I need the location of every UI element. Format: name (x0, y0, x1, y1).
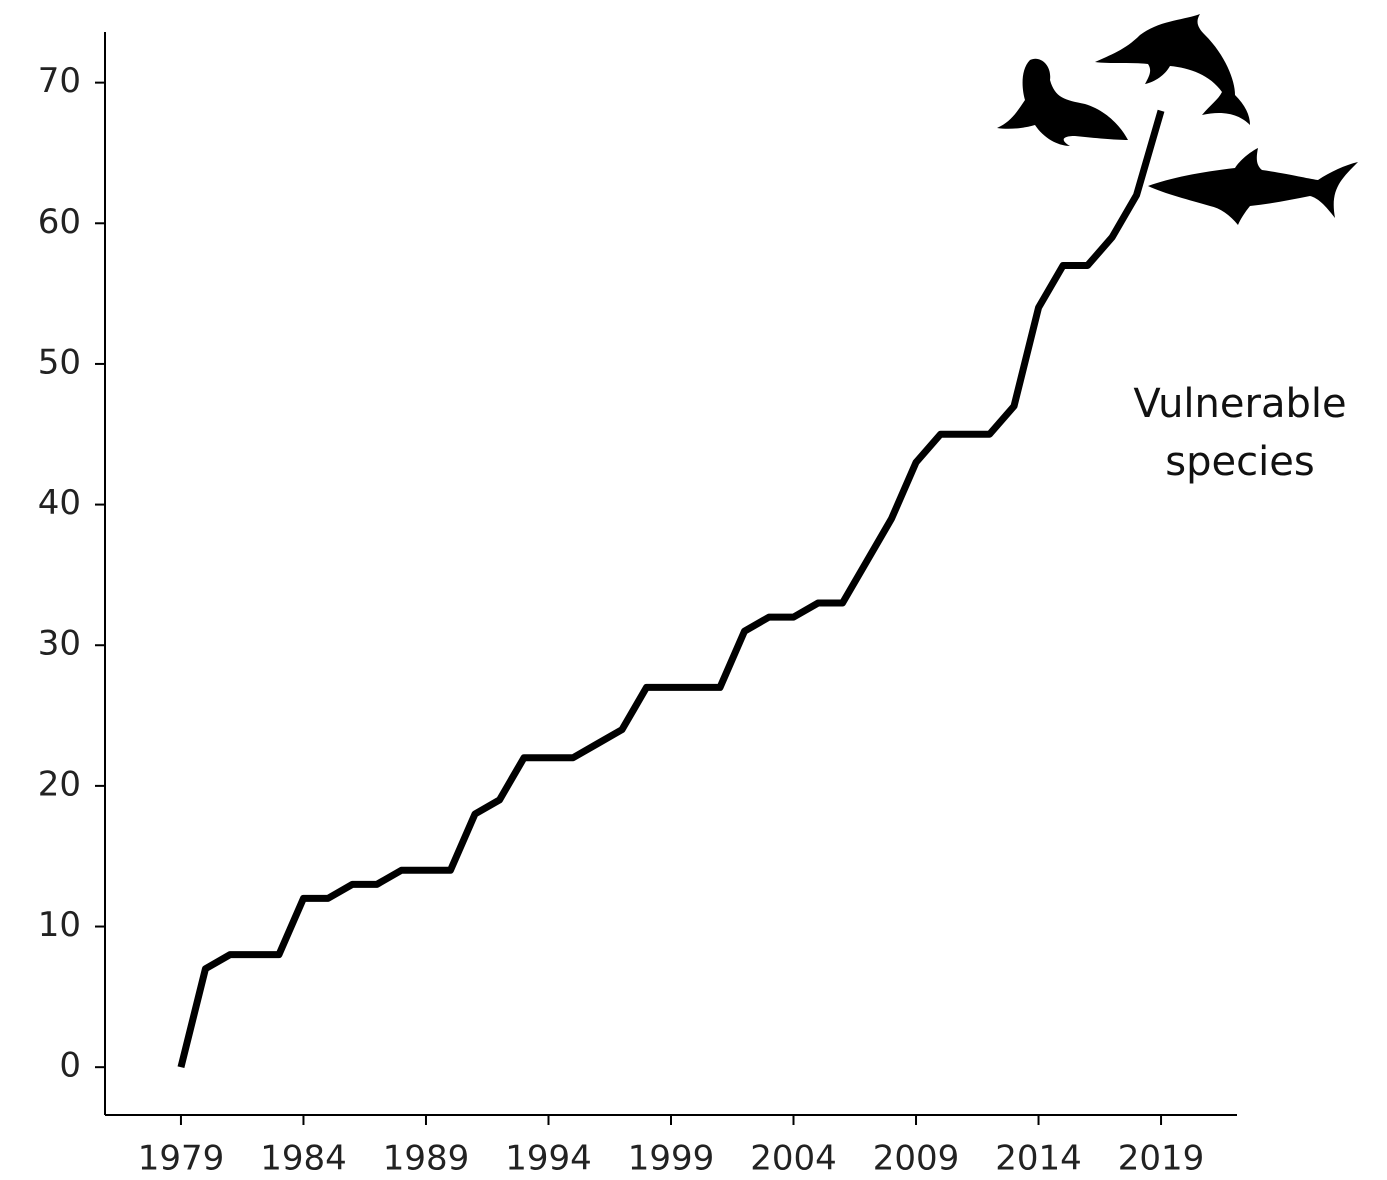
x-tick-label: 2019 (1118, 1139, 1205, 1179)
x-tick-label: 2014 (995, 1139, 1082, 1179)
y-tick-label: 10 (38, 905, 81, 945)
y-tick-label: 30 (38, 624, 81, 664)
x-tick-label: 1979 (138, 1139, 225, 1179)
y-tick-label: 20 (38, 764, 81, 804)
x-tick-label: 2004 (750, 1139, 837, 1179)
annotation: species (1165, 439, 1314, 485)
dolphin-icon (1095, 14, 1250, 125)
y-tick-label: 60 (38, 202, 81, 242)
annotation: Vulnerable (1133, 381, 1346, 427)
data-line (177, 109, 1165, 1069)
x-tick-label: 2009 (873, 1139, 960, 1179)
shark-icon (1148, 148, 1358, 225)
x-tick-label: 1994 (505, 1139, 592, 1179)
y-tick-label: 70 (38, 61, 81, 101)
sea-lion-icon (997, 58, 1128, 146)
y-tick-label: 50 (38, 342, 81, 382)
x-tick-label: 1984 (260, 1139, 347, 1179)
y-tick-label: 40 (38, 483, 81, 523)
x-tick-label: 1989 (383, 1139, 470, 1179)
x-tick-label: 1999 (628, 1139, 715, 1179)
y-tick-label: 0 (59, 1046, 81, 1086)
